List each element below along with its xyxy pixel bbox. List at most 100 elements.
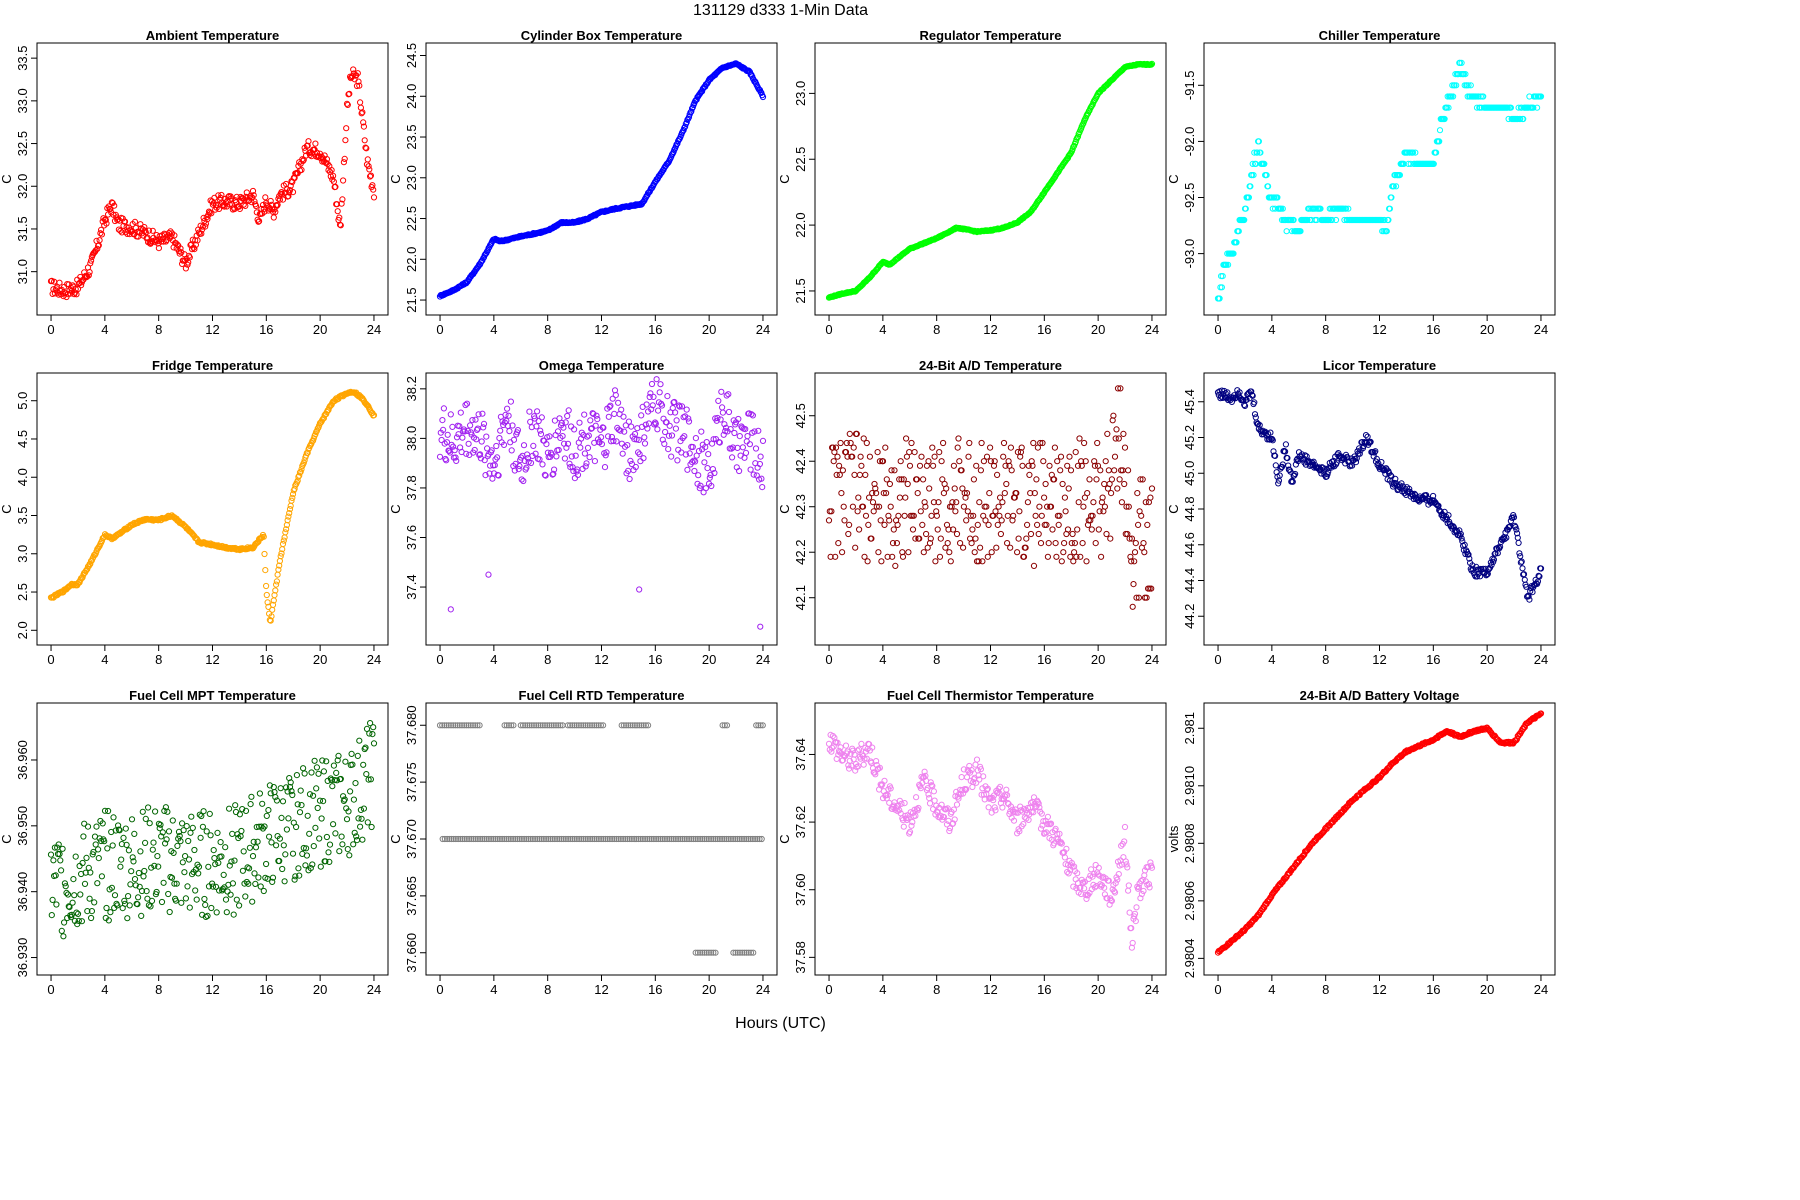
data-point — [1383, 228, 1390, 235]
data-point — [467, 422, 474, 429]
data-point — [1094, 439, 1101, 447]
data-point — [555, 446, 562, 454]
y-tick-label: 23.5 — [404, 124, 419, 149]
data-point — [657, 835, 664, 843]
data-point — [910, 512, 917, 519]
data-point — [628, 835, 636, 843]
data-point — [289, 189, 297, 196]
data-point — [1123, 861, 1130, 868]
data-point — [1016, 828, 1023, 835]
data-point — [350, 66, 357, 73]
data-point — [252, 844, 260, 851]
y-axis-label: C — [388, 174, 403, 183]
data-point — [251, 870, 258, 877]
data-point — [914, 490, 921, 497]
data-point — [1526, 596, 1533, 603]
data-point — [1051, 476, 1058, 483]
data-point — [732, 835, 739, 843]
data-point — [573, 722, 580, 729]
data-point — [756, 835, 763, 843]
y-tick-label: 36.940 — [15, 872, 30, 912]
data-point — [1241, 402, 1249, 409]
data-point — [1118, 842, 1125, 849]
data-point — [1141, 872, 1148, 879]
data-point — [1009, 517, 1016, 524]
data-point — [359, 109, 366, 116]
data-point — [1035, 800, 1042, 807]
data-point — [861, 553, 868, 560]
data-point — [459, 434, 466, 441]
x-tick-label: 8 — [1322, 652, 1329, 667]
data-point — [746, 441, 754, 448]
data-point — [196, 811, 203, 818]
data-point — [1138, 890, 1146, 898]
data-point — [485, 835, 492, 843]
data-point — [145, 227, 152, 234]
data-point — [340, 159, 347, 166]
data-point — [918, 453, 925, 460]
data-point — [1081, 439, 1088, 447]
data-point — [825, 740, 833, 747]
data-point — [107, 909, 114, 916]
data-point — [452, 835, 459, 843]
data-point — [755, 722, 762, 729]
data-point — [681, 835, 688, 843]
data-point — [463, 835, 470, 843]
data-point — [288, 788, 295, 795]
data-point — [345, 808, 352, 815]
data-point — [758, 475, 765, 482]
data-point — [254, 838, 261, 845]
data-point — [865, 521, 872, 529]
data-point — [991, 804, 998, 811]
data-point — [338, 833, 345, 840]
data-point — [323, 833, 330, 841]
data-point — [1031, 490, 1038, 497]
data-point — [701, 459, 708, 466]
data-point — [1010, 512, 1017, 519]
y-tick-label: 37.680 — [404, 705, 419, 745]
data-point — [885, 512, 892, 519]
data-point — [449, 423, 456, 430]
panel-title: Regulator Temperature — [919, 28, 1061, 43]
data-point — [47, 851, 55, 858]
data-point — [1302, 452, 1309, 459]
data-point — [1003, 786, 1010, 793]
data-point — [105, 807, 112, 815]
data-point — [977, 766, 985, 773]
data-point — [1254, 149, 1261, 156]
data-point — [1461, 541, 1468, 548]
data-point — [122, 825, 129, 832]
data-point — [929, 444, 936, 451]
data-point — [137, 221, 144, 228]
data-point — [186, 904, 193, 911]
data-point — [265, 807, 272, 814]
data-point — [160, 238, 167, 245]
data-point — [300, 844, 307, 852]
data-point — [872, 771, 879, 778]
data-point — [364, 156, 371, 163]
data-point — [901, 512, 908, 519]
data-point — [502, 411, 509, 418]
x-tick-label: 4 — [879, 652, 886, 667]
data-point — [180, 827, 187, 834]
data-point — [1400, 160, 1407, 167]
data-point — [625, 418, 633, 425]
data-point — [517, 722, 524, 729]
data-point — [535, 722, 542, 729]
x-tick-label: 8 — [933, 652, 940, 667]
data-point — [445, 722, 452, 729]
data-point — [876, 764, 884, 771]
data-point — [1098, 553, 1105, 560]
data-point — [661, 440, 668, 447]
data-point — [1396, 172, 1404, 179]
data-point — [712, 835, 719, 843]
data-point — [1114, 485, 1121, 492]
data-point — [1430, 160, 1437, 167]
data-point — [592, 422, 599, 429]
data-point — [348, 750, 355, 758]
data-point — [909, 526, 917, 533]
panel-title: Fuel Cell MPT Temperature — [129, 688, 296, 703]
data-point — [468, 835, 475, 843]
data-point — [500, 441, 508, 448]
